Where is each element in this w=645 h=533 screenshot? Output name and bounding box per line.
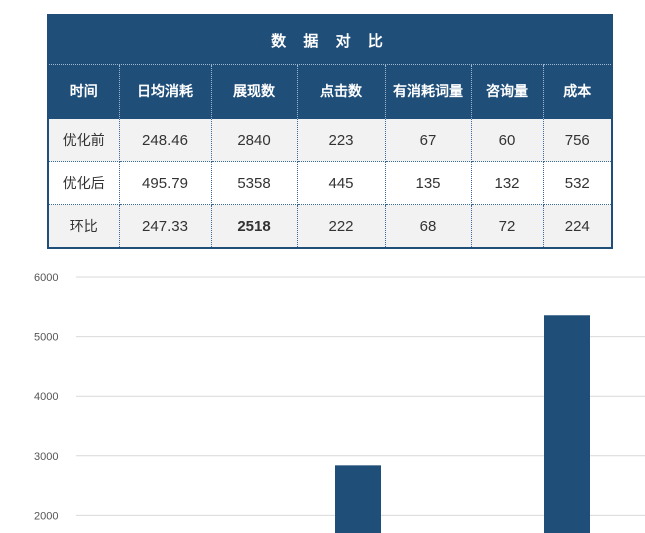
table-cell: 2518 — [211, 204, 298, 247]
table-cell: 68 — [385, 204, 472, 247]
table-row-before: 优化前 248.46 2840 223 67 60 756 — [49, 119, 612, 162]
table-cell: 132 — [471, 161, 544, 205]
table-cell: 247.33 — [119, 204, 212, 247]
table-header-row: 时间 日均消耗 展现数 点击数 有消耗词量 咨询量 成本 — [49, 64, 612, 119]
table-title: 数 据 对 比 — [49, 16, 612, 65]
header-time: 时间 — [49, 64, 120, 119]
table-cell: 135 — [385, 161, 472, 205]
table-row-after: 优化后 495.79 5358 445 135 132 532 — [49, 161, 612, 205]
data-comparison-table: 数 据 对 比 时间 日均消耗 展现数 点击数 有消耗词量 咨询量 成本 优化前… — [47, 14, 613, 249]
table-cell: 优化后 — [49, 161, 120, 205]
table-cell: 优化前 — [49, 119, 120, 162]
table-cell: 222 — [297, 204, 386, 247]
header-active-keywords: 有消耗词量 — [385, 64, 472, 119]
y-tick-label: 5000 — [34, 332, 58, 344]
table-cell: 756 — [543, 119, 612, 162]
y-tick-label: 2000 — [34, 510, 58, 522]
table-cell: 环比 — [49, 204, 120, 247]
table-cell: 5358 — [211, 161, 298, 205]
y-tick-label: 3000 — [34, 451, 58, 463]
header-cost: 成本 — [543, 64, 612, 119]
header-clicks: 点击数 — [297, 64, 386, 119]
table-cell: 224 — [543, 204, 612, 247]
table-cell: 60 — [471, 119, 544, 162]
table-cell: 495.79 — [119, 161, 212, 205]
table-cell: 445 — [297, 161, 386, 205]
header-inquiries: 咨询量 — [471, 64, 544, 119]
table-cell: 67 — [385, 119, 472, 162]
table-cell: 532 — [543, 161, 612, 205]
table-cell: 72 — [471, 204, 544, 247]
header-daily-cost: 日均消耗 — [119, 64, 212, 119]
bar — [335, 465, 381, 533]
table-cell: 223 — [297, 119, 386, 162]
bar — [544, 315, 590, 533]
bar-chart: 6000 5000 4000 3000 2000 — [34, 272, 645, 533]
header-impressions: 展现数 — [211, 64, 298, 119]
y-tick-label: 4000 — [34, 391, 58, 403]
table-cell: 2840 — [211, 119, 298, 162]
y-tick-label: 6000 — [34, 272, 58, 284]
table-cell: 248.46 — [119, 119, 212, 162]
table-row-change: 环比 247.33 2518 222 68 72 224 — [49, 204, 612, 247]
